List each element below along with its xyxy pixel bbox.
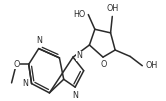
Text: O: O [13,60,19,69]
Text: N: N [72,91,78,100]
Text: OH: OH [106,4,118,13]
Text: N: N [76,51,82,60]
Text: HO: HO [73,10,85,19]
Text: O: O [101,60,107,69]
Text: N: N [36,36,42,45]
Text: N: N [23,79,28,88]
Text: OH: OH [146,61,158,70]
